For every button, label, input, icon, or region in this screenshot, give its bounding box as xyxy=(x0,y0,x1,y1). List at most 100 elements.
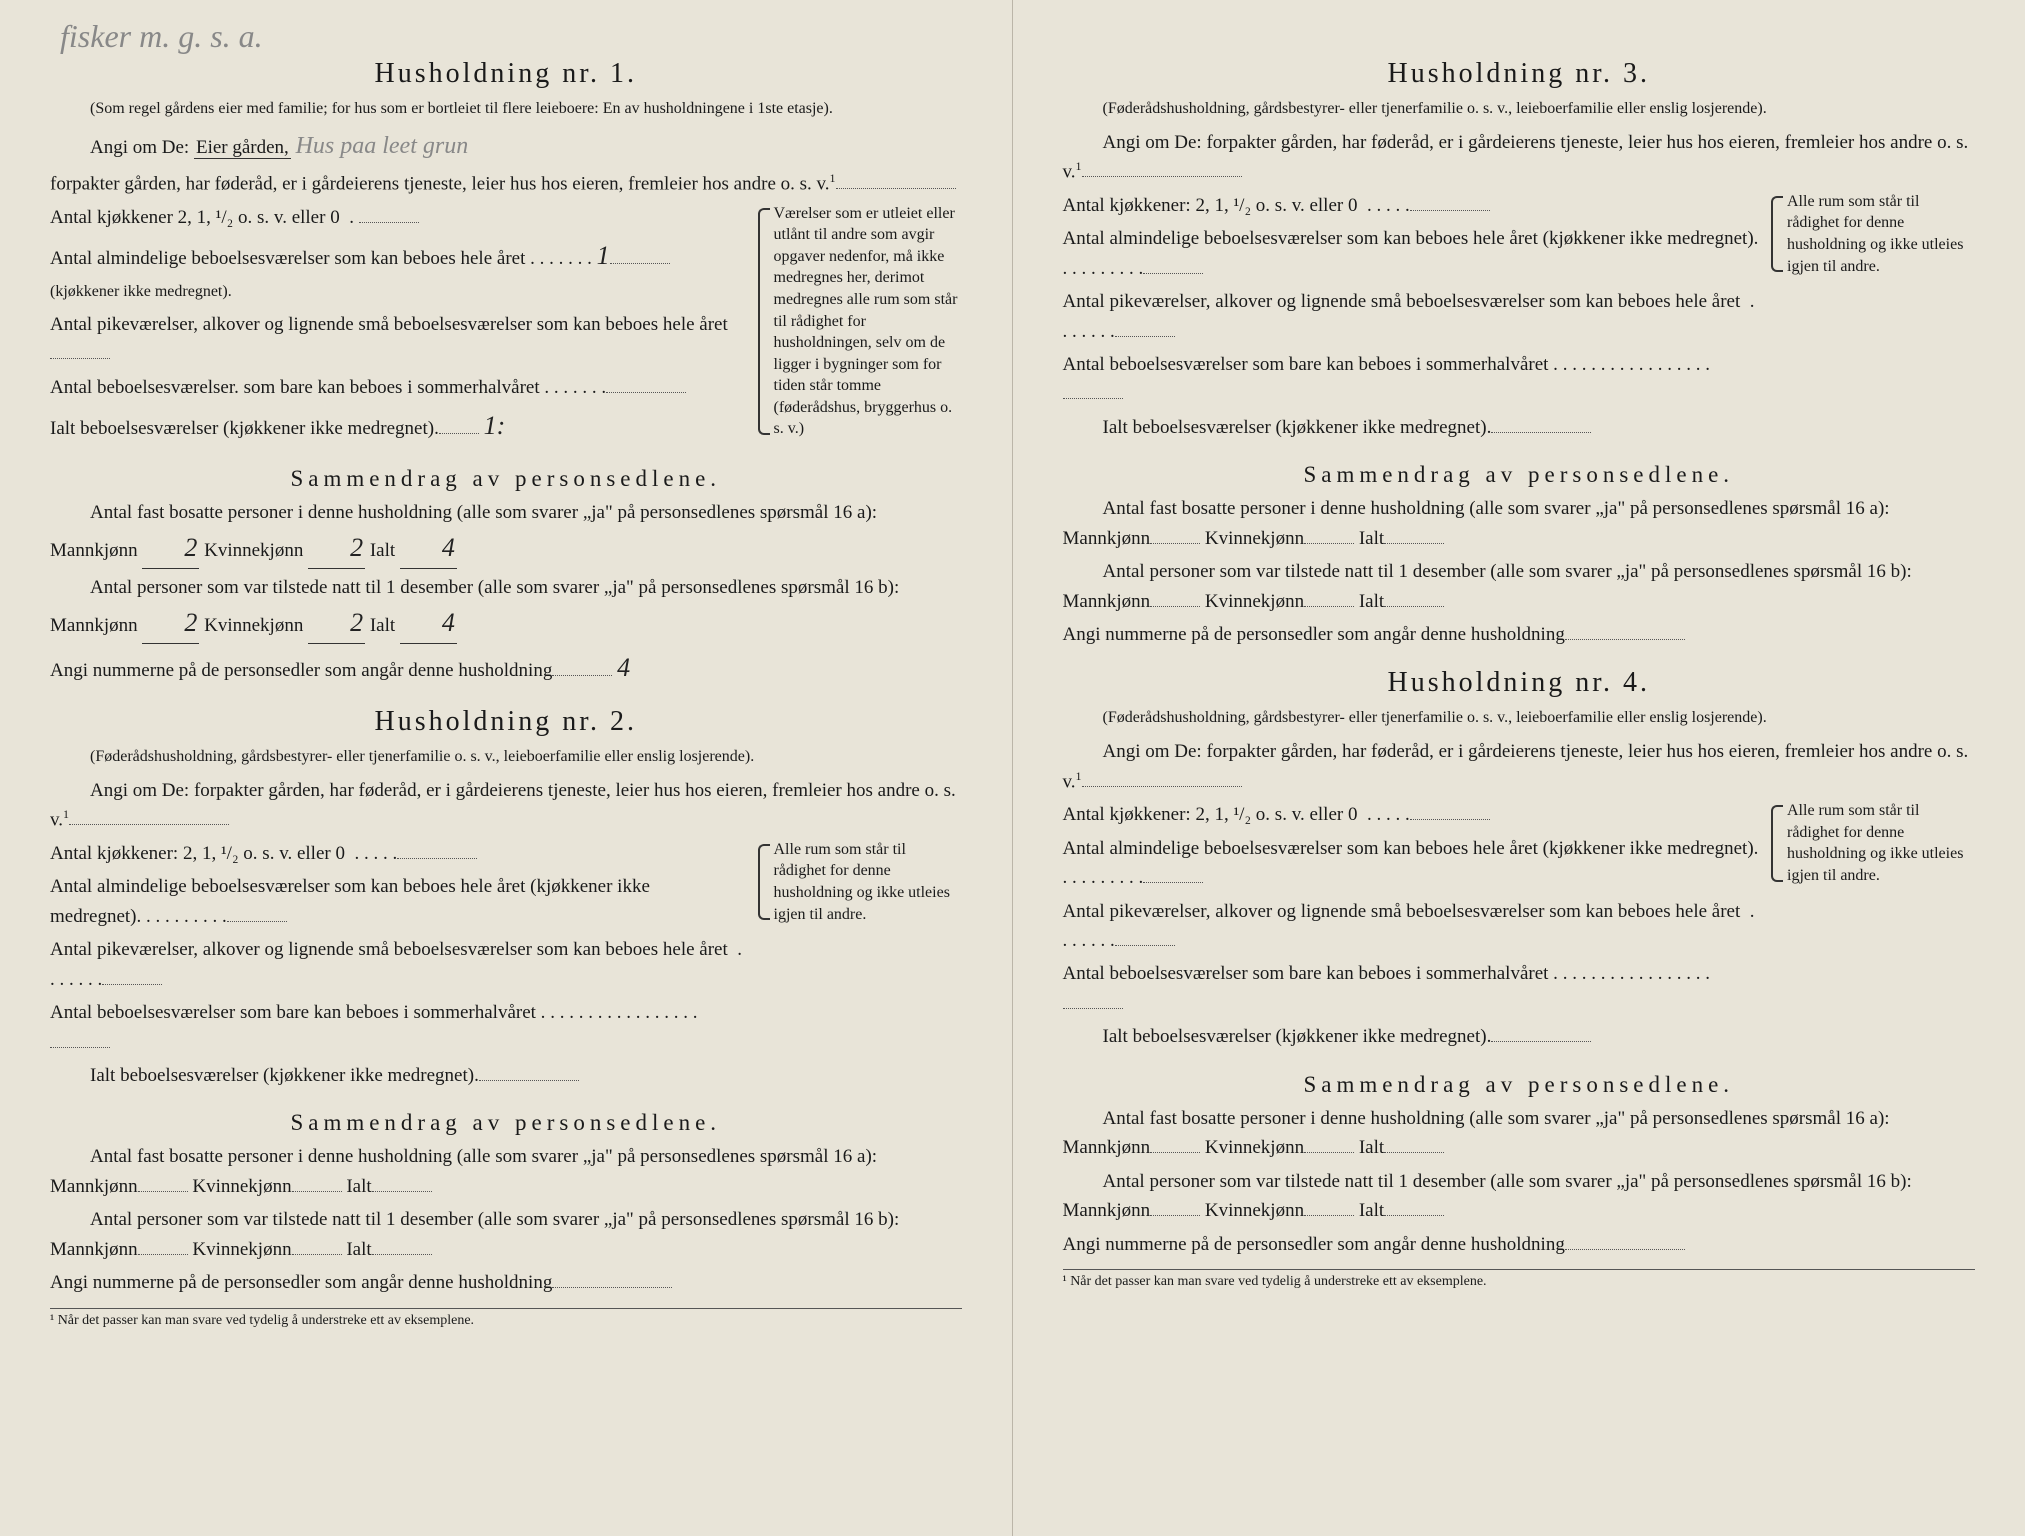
h2-summary-title: Sammendrag av personsedlene. xyxy=(50,1110,962,1136)
fill xyxy=(292,1173,342,1192)
h2-q3: Antal pikeværelser, alkover og lignende … xyxy=(50,935,746,994)
h3-total: Ialt beboelsesværelser (kjøkkener ikke m… xyxy=(1063,413,1760,442)
h2-sum2: Antal personer som var tilstede natt til… xyxy=(50,1205,962,1264)
page-left: fisker m. g. s. a. Husholdning nr. 1. (S… xyxy=(0,0,1013,1536)
h3-q2: Antal almindelige beboelsesværelser som … xyxy=(1063,224,1760,283)
fill xyxy=(359,204,419,223)
h1-questions: Antal kjøkkener 2, 1, ¹/₂ o. s. v. eller… xyxy=(50,203,962,451)
fill xyxy=(1063,380,1123,399)
kvinne-label5: Kvinnekjønn xyxy=(1205,528,1304,549)
ialt-label: Ialt xyxy=(370,540,395,561)
h1-sum1: Antal fast bosatte personer i denne hush… xyxy=(50,498,962,569)
kvinne-label3: Kvinnekjønn xyxy=(192,1176,291,1197)
h1-angi-rest: forpakter gården, har føderåd, er i gård… xyxy=(50,169,962,199)
h2-q4: Antal beboelsesværelser som bare kan beb… xyxy=(50,998,746,1057)
fill xyxy=(606,374,686,393)
h1-summary-title: Sammendrag av personsedlene. xyxy=(50,466,962,492)
angi-label: Angi om De: xyxy=(90,137,194,158)
h4-questions: Antal kjøkkener: 2, 1, ¹/₂ o. s. v. elle… xyxy=(1063,800,1976,1056)
ialt-label3: Ialt xyxy=(346,1176,371,1197)
angi-underlined: Eier gården, xyxy=(194,137,291,159)
h3-summary-title: Sammendrag av personsedlene. xyxy=(1063,462,1976,488)
page-right: Husholdning nr. 3. (Føderådshusholdning,… xyxy=(1013,0,2025,1536)
h4-sidenote: Alle rum som står til rådighet for denne… xyxy=(1775,800,1975,886)
fill xyxy=(69,806,229,825)
footnote-left: ¹ Når det passer kan man svare ved tydel… xyxy=(50,1308,962,1329)
ialt-label8: Ialt xyxy=(1359,1200,1384,1221)
footnote-right: ¹ Når det passer kan man svare ved tydel… xyxy=(1063,1269,1976,1290)
h1-total: Ialt beboelsesværelser (kjøkkener ikke m… xyxy=(50,406,746,446)
h3-q4: Antal beboelsesværelser som bare kan beb… xyxy=(1063,350,1760,409)
h1-sidenote: Værelser som er utleiet eller utlånt til… xyxy=(762,203,962,441)
kvinne-label2: Kvinnekjønn xyxy=(204,615,303,636)
fill xyxy=(1304,1134,1354,1153)
h4-total: Ialt beboelsesværelser (kjøkkener ikke m… xyxy=(1063,1022,1760,1051)
h2-sidenote: Alle rum som står til rådighet for denne… xyxy=(762,839,962,925)
fill xyxy=(1304,1197,1354,1216)
ialt-label7: Ialt xyxy=(1359,1137,1384,1158)
h4-num-line: Angi nummerne på de personsedler som ang… xyxy=(1063,1230,1976,1259)
fill xyxy=(1384,1197,1444,1216)
ialt-a: 4 xyxy=(400,528,457,569)
fill xyxy=(439,415,479,434)
ialt-label6: Ialt xyxy=(1359,591,1384,612)
fill xyxy=(1150,1134,1200,1153)
handwriting-top: fisker m. g. s. a. xyxy=(60,18,263,55)
fill xyxy=(1143,255,1203,274)
h1-sum2: Antal personer som var tilstede natt til… xyxy=(50,573,962,644)
fill xyxy=(1410,192,1490,211)
fill xyxy=(372,1173,432,1192)
h1-q4: Antal beboelsesværelser. som bare kan be… xyxy=(50,373,746,402)
kvinne-label4: Kvinnekjønn xyxy=(192,1239,291,1260)
h4-q2: Antal almindelige beboelsesværelser som … xyxy=(1063,834,1760,893)
fill xyxy=(50,1029,110,1048)
h1-q2-val: 1 xyxy=(597,236,610,276)
h3-q3: Antal pikeværelser, alkover og lignende … xyxy=(1063,287,1760,346)
fill xyxy=(50,340,110,359)
fill xyxy=(1082,768,1242,787)
fill xyxy=(1115,318,1175,337)
fill xyxy=(552,1269,672,1288)
h4-title: Husholdning nr. 4. xyxy=(1063,667,1976,699)
h4-angi: Angi om De: forpakter gården, har føderå… xyxy=(1063,737,1976,796)
angi-rest: forpakter gården, har føderåd, er i gård… xyxy=(50,173,830,194)
fill xyxy=(1304,525,1354,544)
fill xyxy=(1384,525,1444,544)
h1-q2-note: (kjøkkener ikke medregnet). xyxy=(50,283,232,300)
h2-title: Husholdning nr. 2. xyxy=(50,706,962,738)
kvinne-a: 2 xyxy=(308,528,365,569)
h3-title: Husholdning nr. 3. xyxy=(1063,58,1976,90)
h3-sum2: Antal personer som var tilstede natt til… xyxy=(1063,557,1976,616)
h4-sum1: Antal fast bosatte personer i denne hush… xyxy=(1063,1104,1976,1163)
fill xyxy=(1384,588,1444,607)
h1-angi: Angi om De: Eier gården, Hus paa leet gr… xyxy=(50,128,962,165)
h3-questions: Antal kjøkkener: 2, 1, ¹/₂ o. s. v. elle… xyxy=(1063,191,1976,447)
fill xyxy=(102,966,162,985)
kvinne-label8: Kvinnekjønn xyxy=(1205,1200,1304,1221)
fill xyxy=(1082,158,1242,177)
h4-summary-title: Sammendrag av personsedlene. xyxy=(1063,1072,1976,1098)
h2-angi: Angi om De: forpakter gården, har føderå… xyxy=(50,776,962,835)
h1-title: Husholdning nr. 1. xyxy=(50,58,962,90)
h3-sidenote: Alle rum som står til rådighet for denne… xyxy=(1775,191,1975,277)
fill xyxy=(610,245,670,264)
fill xyxy=(1410,801,1490,820)
h3-sum1: Antal fast bosatte personer i denne hush… xyxy=(1063,494,1976,553)
h4-sum2: Antal personer som var tilstede natt til… xyxy=(1063,1167,1976,1226)
mann-a: 2 xyxy=(142,528,199,569)
kvinne-label7: Kvinnekjønn xyxy=(1205,1137,1304,1158)
fill xyxy=(1565,621,1685,640)
ialt-label4: Ialt xyxy=(346,1239,371,1260)
fill xyxy=(138,1173,188,1192)
fill xyxy=(1150,1197,1200,1216)
fill xyxy=(1491,1023,1591,1042)
h1-q3: Antal pikeværelser, alkover og lignende … xyxy=(50,310,746,369)
ialt-label2: Ialt xyxy=(370,615,395,636)
fill xyxy=(1150,588,1200,607)
ialt-b: 4 xyxy=(400,603,457,644)
h3-q1: Antal kjøkkener: 2, 1, ¹/₂ o. s. v. elle… xyxy=(1063,191,1760,220)
h2-q2: Antal almindelige beboelsesværelser som … xyxy=(50,872,746,931)
fill xyxy=(1384,1134,1444,1153)
kvinne-b: 2 xyxy=(308,603,365,644)
fill xyxy=(836,170,956,189)
